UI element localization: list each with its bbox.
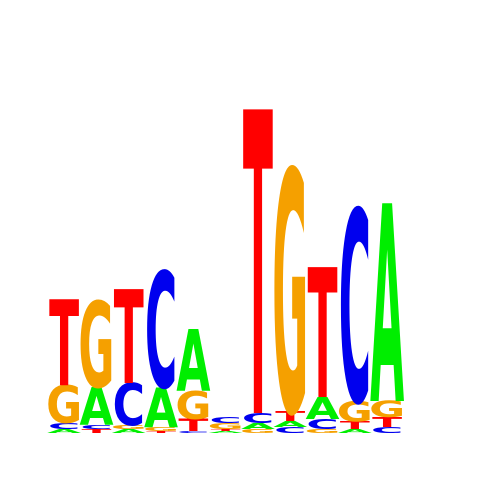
logo-letter-c: C — [242, 410, 274, 426]
logo-letter-t: T — [372, 414, 403, 430]
logo-letter-t: T — [146, 431, 177, 434]
logo-letter-g: G — [46, 375, 82, 436]
logo-letter-a: A — [241, 422, 276, 431]
logo-letter-t: T — [178, 416, 208, 435]
logo-letter-c: C — [48, 422, 80, 431]
logo-letter-c: C — [113, 372, 145, 439]
logo-letter-g: G — [369, 397, 405, 422]
logo-letter-t: T — [81, 428, 112, 434]
logo-letter-t: T — [49, 275, 79, 413]
logo-letter-g: G — [78, 277, 114, 415]
logo-letter-c: C — [371, 426, 403, 435]
logo-letter-g: G — [240, 428, 276, 434]
logo-letter-g: G — [111, 424, 147, 430]
logo-letter-g: G — [337, 396, 373, 428]
logo-letter-g: G — [305, 428, 341, 434]
logo-letter-g: G — [143, 426, 179, 432]
logo-letter-a: A — [273, 420, 308, 429]
logo-letter-g: G — [208, 422, 244, 431]
logo-letter-c: C — [339, 158, 371, 463]
logo-letter-a: A — [112, 428, 147, 434]
logo-letter-t: T — [211, 429, 242, 432]
logo-letter-c: C — [80, 424, 112, 430]
logo-letter-c: C — [177, 431, 209, 434]
logo-letter-a: A — [144, 376, 179, 440]
logo-letter-a: A — [209, 431, 243, 434]
logo-letter-a: A — [338, 428, 373, 434]
logo-letter-g: G — [175, 384, 211, 429]
logo-letter-a: A — [176, 312, 210, 411]
logo-letter-c: C — [306, 416, 338, 432]
logo-letter-a: A — [47, 428, 82, 434]
logo-letter-a: A — [79, 377, 114, 438]
logo-letter-t: T — [275, 408, 306, 424]
logo-letter-g: G — [272, 104, 308, 480]
logo-letter-a: A — [370, 150, 404, 465]
logo-letter-c: C — [274, 426, 306, 435]
logo-letter-c: C — [210, 416, 242, 425]
logo-letter-t: T — [243, 26, 273, 480]
logo-letter-t: T — [114, 264, 144, 414]
logo-letter-t: T — [340, 419, 370, 432]
logo-letter-a: A — [306, 391, 340, 426]
logo-letter-c: C — [145, 241, 177, 425]
logo-letter-t: T — [308, 232, 338, 439]
